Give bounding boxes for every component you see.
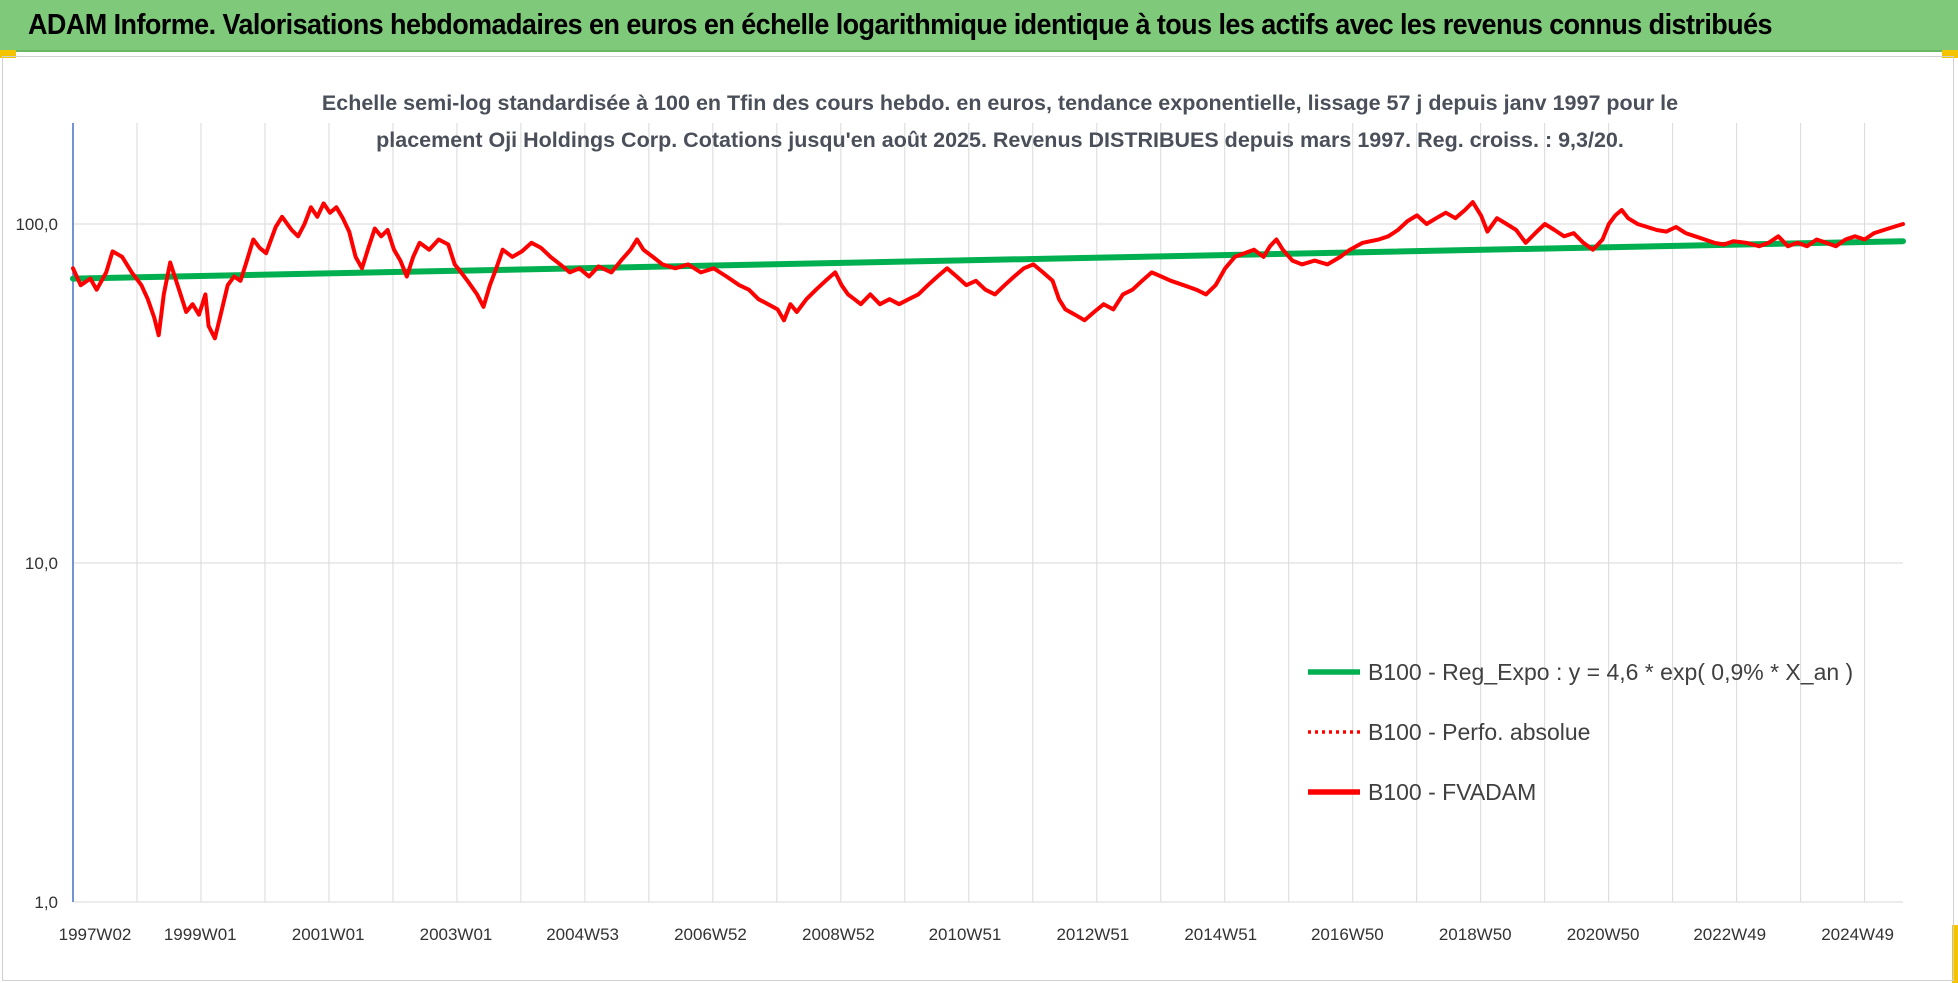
chart-series (70, 200, 1906, 341)
series-line-fvadam (71, 200, 1905, 341)
x-tick-label: 2016W50 (1311, 925, 1384, 944)
x-tick-label: 2006W52 (674, 925, 747, 944)
x-axis-tick-labels: 1997W02 1999W01 2001W01 2003W01 2004W53 2006W… (59, 925, 1894, 944)
x-tick-label: 1999W01 (164, 925, 237, 944)
chart-grid (72, 123, 1903, 903)
x-tick-label: 2014W51 (1184, 925, 1257, 944)
x-tick-label: 2020W50 (1567, 925, 1640, 944)
x-tick-label: 2024W49 (1821, 925, 1894, 944)
chart-legend: B100 - Reg_Expo : y = 4,6 * exp( 0,9% * … (1308, 659, 1853, 805)
series-line-regression (70, 238, 1906, 282)
y-tick-label: 10,0 (25, 554, 58, 573)
x-tick-label: 2018W50 (1439, 925, 1512, 944)
chart-title-line-2: placement Oji Holdings Corp. Cotations j… (376, 128, 1624, 152)
chart-title: Echelle semi-log standardisée à 100 en T… (322, 91, 1678, 152)
report-title: ADAM Informe. Valorisations hebdomadaire… (28, 9, 1773, 41)
x-tick-label: 2022W49 (1693, 925, 1766, 944)
x-tick-label: 2008W52 (802, 925, 875, 944)
chart-title-line-1: Echelle semi-log standardisée à 100 en T… (322, 91, 1678, 115)
x-tick-label: 2012W51 (1056, 925, 1129, 944)
x-tick-label: 2010W51 (929, 925, 1002, 944)
x-tick-label: 2003W01 (420, 925, 493, 944)
legend-entry-fvadam-label: B100 - FVADAM (1368, 779, 1536, 805)
x-tick-label: 1997W02 (59, 925, 132, 944)
corner-marker-top-right (1942, 50, 1958, 58)
y-axis-tick-labels: 1,0 10,0 100,0 (15, 215, 58, 912)
x-tick-label: 2004W53 (546, 925, 619, 944)
legend-entry-regression-label: B100 - Reg_Expo : y = 4,6 * exp( 0,9% * … (1368, 659, 1853, 685)
x-tick-label: 2001W01 (292, 925, 365, 944)
corner-marker-bottom-right (1952, 925, 1958, 983)
legend-entry-perfo-absolue-label: B100 - Perfo. absolue (1368, 719, 1590, 745)
y-tick-label: 100,0 (15, 215, 58, 234)
report-banner: ADAM Informe. Valorisations hebdomadaire… (0, 0, 1958, 52)
chart-frame (2, 56, 1954, 981)
y-tick-label: 1,0 (34, 893, 58, 912)
corner-marker-top-left (0, 50, 16, 58)
